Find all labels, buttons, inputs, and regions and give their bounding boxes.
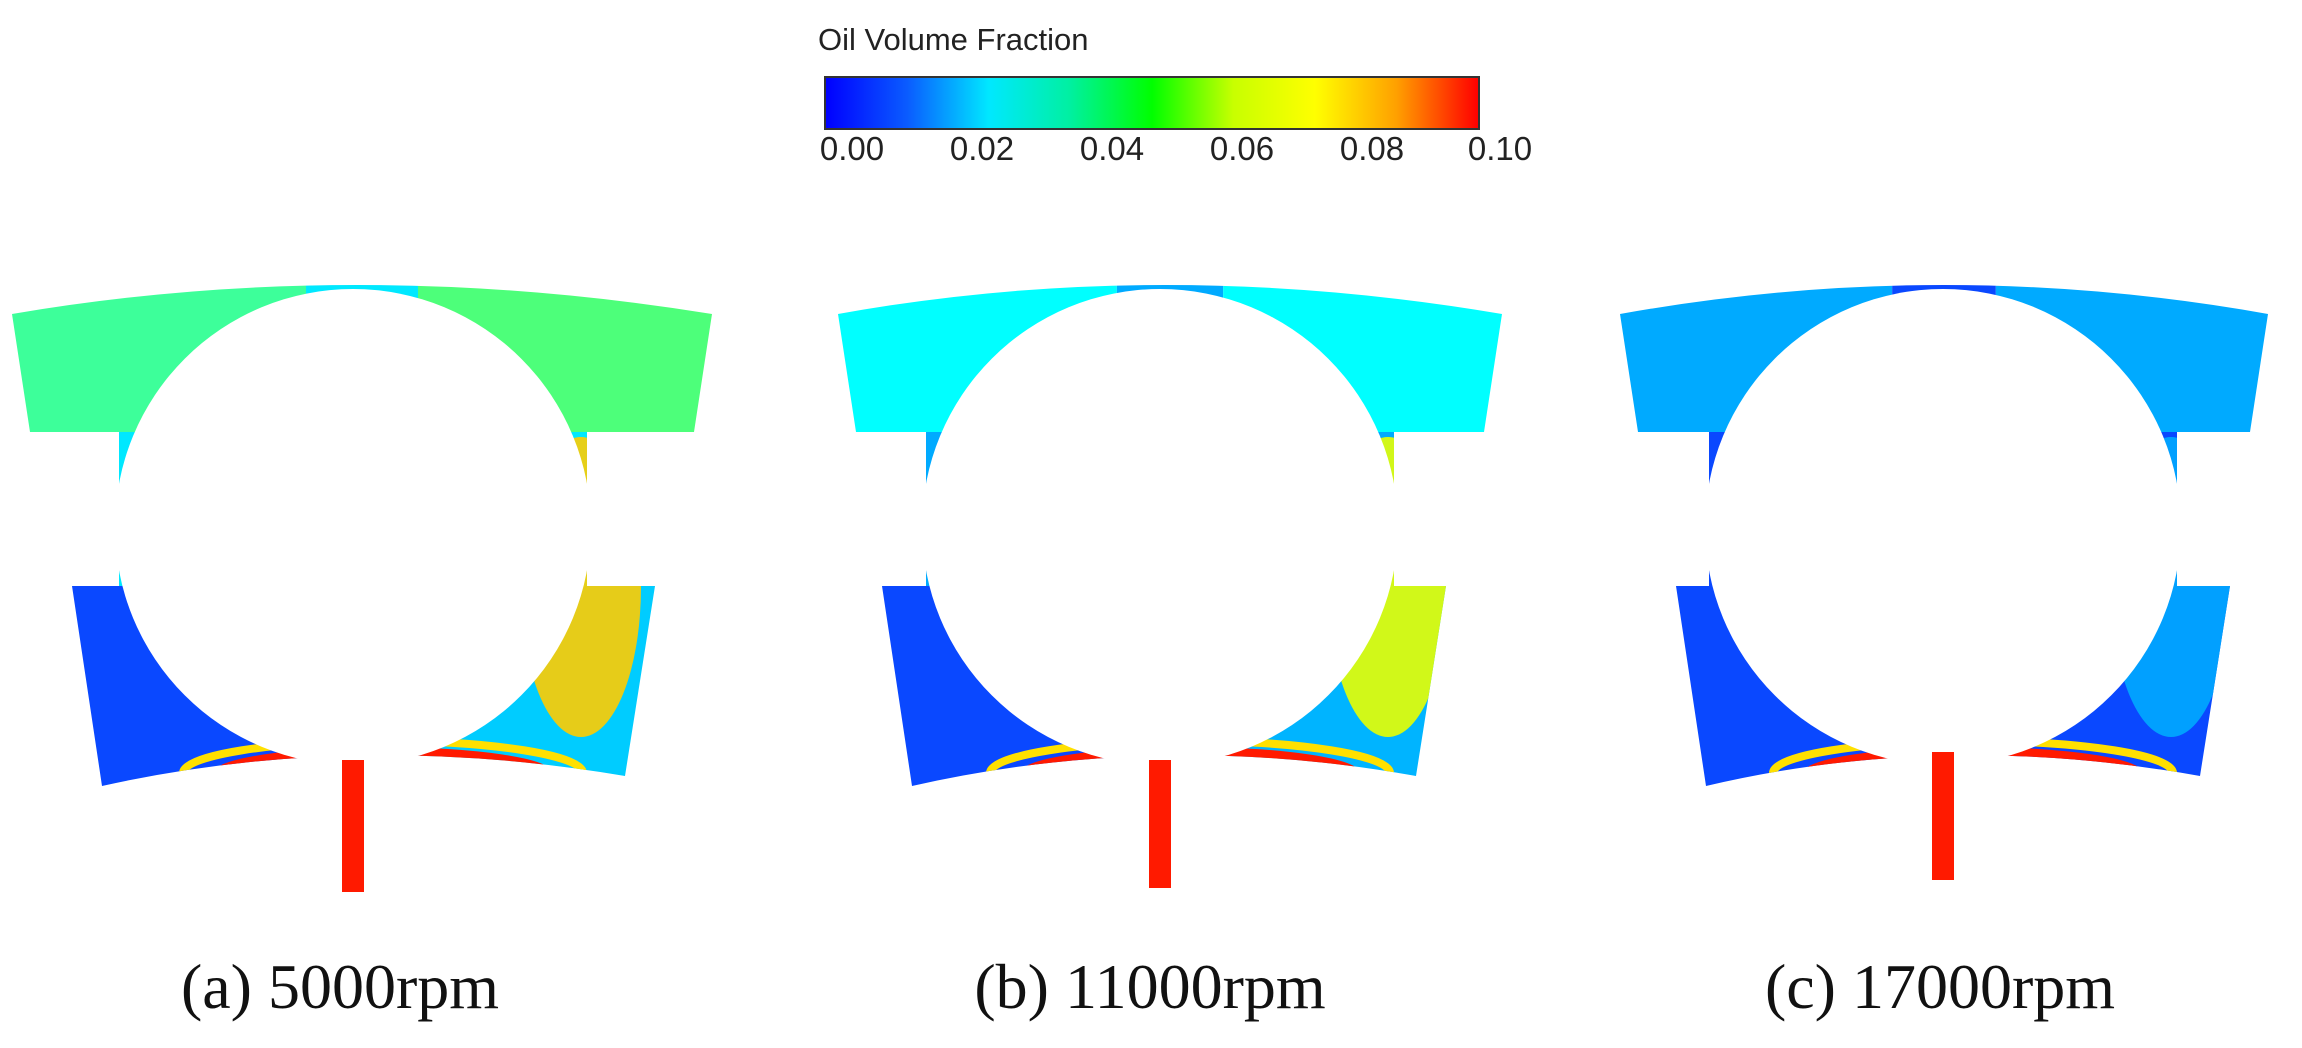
bore-circle	[922, 289, 1398, 765]
oil-inlet-stem	[1932, 752, 1954, 880]
tick-label: 0.08	[1339, 130, 1405, 167]
contour-panel-a	[12, 285, 712, 892]
tick-label: 0.04	[1079, 130, 1145, 167]
contour-panel-b	[838, 285, 1502, 888]
colorbar	[824, 76, 1480, 130]
tick-label: 0.10	[1467, 130, 1533, 167]
panel-caption-b: (b) 11000rpm	[974, 951, 1326, 1022]
tick-label: 0.02	[949, 130, 1015, 167]
tick-label: 0.00	[819, 130, 885, 167]
bore-circle	[1705, 289, 2181, 765]
panel-caption-c: (c) 17000rpm	[1764, 951, 2116, 1022]
panel-caption-a: (a) 5000rpm	[180, 951, 500, 1022]
tick-label: 0.06	[1209, 130, 1275, 167]
oil-inlet-stem	[342, 760, 364, 892]
colorbar-ticks: 0.00 0.02 0.04 0.06 0.08 0.10	[0, 130, 2302, 170]
legend-title: Oil Volume Fraction	[818, 22, 1089, 57]
contour-panel-c	[1620, 285, 2268, 880]
bore-circle	[115, 289, 591, 765]
oil-inlet-stem	[1149, 760, 1171, 888]
